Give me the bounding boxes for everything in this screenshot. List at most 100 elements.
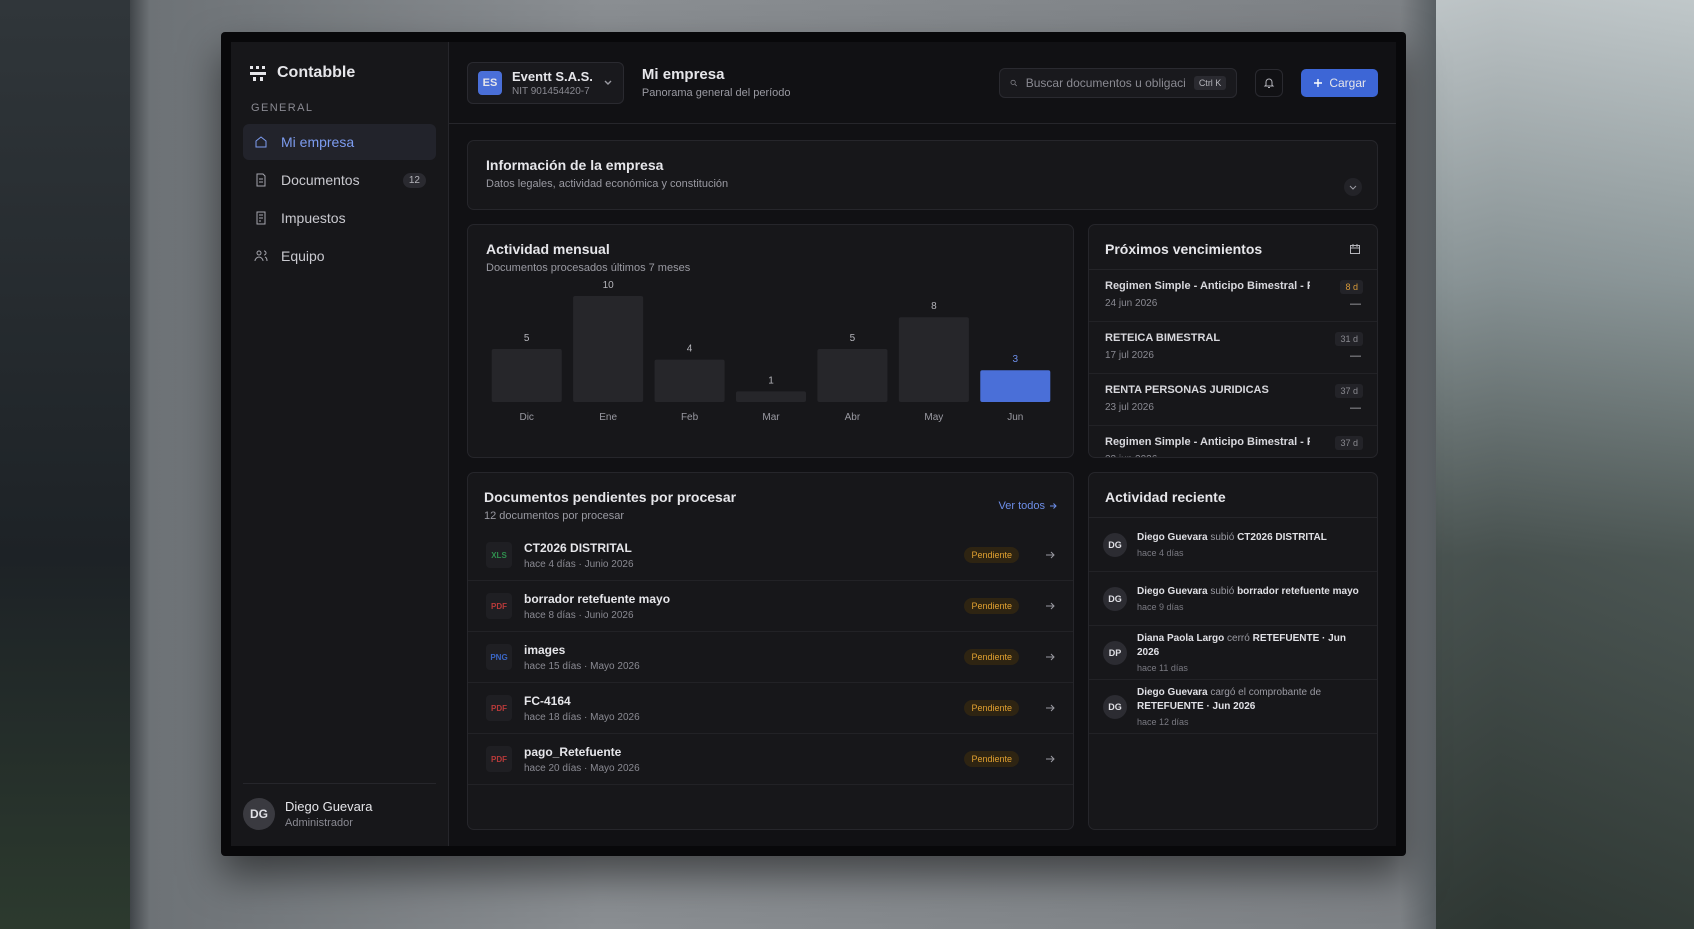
nav-item[interactable]: Documentos 12 — [243, 162, 436, 198]
bar — [491, 349, 562, 402]
sidebar: Contabble GENERAL Mi empresa Documentos 12… — [231, 42, 449, 846]
notifications[interactable] — [1255, 68, 1284, 97]
screen: Contabble GENERAL Mi empresa Documentos 12… — [231, 42, 1396, 846]
search-placeholder: Buscar documentos u obligaci — [1025, 75, 1186, 90]
file-info: borrador retefuente mayo hace 8 días · Ju… — [524, 592, 670, 621]
nav-label: Documentos — [281, 172, 360, 188]
company-switcher[interactable]: ES Eventt S.A.S. NIT 901454420-7 — [467, 61, 624, 104]
activity-verb: cerró — [1227, 633, 1250, 644]
file-name: images — [524, 642, 566, 657]
content: Información de la empresa Datos legales,… — [449, 124, 1396, 846]
arrow-icon — [1046, 602, 1055, 610]
nav-label: Mi empresa — [281, 134, 355, 150]
company-badge: ES — [478, 70, 502, 95]
deadline-days: 8 d — [1340, 280, 1363, 294]
pending-row[interactable]: PDF FC-4164 hace 18 días · Mayo 2026 Pendie… — [468, 683, 1073, 734]
window-right — [1436, 0, 1694, 929]
chevron — [604, 80, 612, 85]
deadline[interactable]: Regimen Simple - Anticipo Bimestral - Pr… — [1089, 270, 1377, 322]
activity-avatar: DP — [1103, 640, 1127, 665]
deadline-days: 31 d — [1335, 332, 1363, 346]
arrow-icon — [1046, 551, 1055, 559]
arrow-path — [1046, 755, 1055, 763]
search[interactable]: Buscar documentos u obligaci Ctrl K — [999, 67, 1238, 98]
nav-icon-path — [256, 211, 266, 225]
bar — [898, 317, 969, 402]
pending-row[interactable]: PNG images hace 15 días · Mayo 2026 Pendien… — [468, 632, 1073, 683]
bar — [735, 391, 807, 402]
activity-actor: Diego Guevara — [1137, 586, 1208, 597]
main: ES Eventt S.A.S. NIT 901454420-7 Mi empr… — [449, 42, 1396, 846]
monitor: Contabble GENERAL Mi empresa Documentos 12… — [221, 32, 1406, 856]
x-tick-label: Mar — [762, 412, 780, 423]
user-info: Diego Guevara Administrador — [285, 799, 372, 829]
file-meta: hace 18 días · Mayo 2026 — [524, 711, 640, 723]
deadline-date: 23 jul 2026 — [1105, 402, 1154, 413]
nav-item[interactable]: Impuestos — [243, 200, 436, 236]
arrow-icon — [1046, 653, 1055, 661]
file-type: PDF — [486, 593, 512, 619]
nav-icon-path — [256, 173, 266, 187]
nav-icon — [256, 211, 266, 225]
value-label: 1 — [768, 375, 774, 386]
user[interactable]: DG Diego Guevara Administrador — [243, 783, 436, 830]
deadline[interactable]: RETEICA BIMESTRAL 17 jul 2026 31 d — — [1089, 322, 1377, 374]
arrow-path — [1046, 602, 1055, 610]
activity-object: RETEFUENTE · Jun 2026 — [1137, 633, 1346, 658]
activity-row: DG Diego Guevara subió borrador retefuent… — [1089, 572, 1377, 626]
arrow-path — [1046, 551, 1055, 559]
nav-icon-path — [254, 250, 268, 262]
upload-label: Cargar — [1329, 75, 1366, 90]
file-type: PDF — [486, 746, 512, 772]
activity-actor: Diego Guevara — [1137, 532, 1208, 543]
upload-button[interactable]: Cargar — [1301, 68, 1378, 97]
activity-info: Diego Guevara subió borrador retefuente … — [1137, 585, 1359, 612]
nav-icon-path — [255, 136, 267, 148]
brand: Contabble — [243, 58, 436, 102]
status-badge: Pendiente — [964, 700, 1019, 716]
deadline-name: RETEICA BIMESTRAL — [1105, 332, 1221, 344]
arrow-icon — [1050, 502, 1057, 509]
activity-time: hace 12 días — [1137, 717, 1189, 727]
deadline-name: Regimen Simple - Anticipo Bimestral - Pr… — [1105, 436, 1310, 448]
card-title: Información de la empresa — [486, 157, 664, 173]
nav-item[interactable]: Mi empresa — [243, 124, 436, 160]
page-subtitle: Panorama general del período — [641, 87, 791, 99]
card-subtitle: Datos legales, actividad económica y con… — [486, 178, 729, 190]
deadline[interactable]: Regimen Simple - Anticipo Bimestral - Pr… — [1089, 426, 1377, 457]
pending-row[interactable]: XLS CT2026 DISTRITAL hace 4 días · Junio 2… — [468, 530, 1073, 581]
deadline-status: — — [1350, 402, 1361, 414]
view-all[interactable]: Ver todos — [999, 500, 1057, 512]
company-info-card[interactable]: Información de la empresa Datos legales,… — [467, 140, 1378, 210]
x-tick-label: May — [924, 412, 943, 423]
value-label: 5 — [524, 333, 530, 344]
status-badge: Pendiente — [964, 598, 1019, 614]
deadlines-card: Próximos vencimientos Regimen Simple - A… — [1088, 224, 1378, 458]
card-title: Documentos pendientes por procesar — [484, 489, 737, 505]
deadline-date: 24 jun 2026 — [1105, 298, 1158, 309]
activity-list: DG Diego Guevara subió CT2026 DISTRITAL ha… — [1089, 518, 1377, 734]
nav-item[interactable]: Equipo — [243, 238, 436, 274]
card-header: Actividad reciente — [1089, 473, 1377, 518]
deadline[interactable]: RENTA PERSONAS JURIDICAS 23 jul 2026 37 d — — [1089, 374, 1377, 426]
pending-row[interactable]: PDF pago_Retefuente hace 20 días · Mayo 20… — [468, 734, 1073, 785]
file-name: borrador retefuente mayo — [524, 591, 671, 606]
file-type: PNG — [486, 644, 512, 670]
activity-avatar: DG — [1103, 586, 1127, 611]
chart-subtitle: Documentos procesados últimos 7 meses — [486, 262, 691, 274]
activity-object: borrador retefuente mayo — [1237, 586, 1359, 597]
status-badge: Pendiente — [964, 751, 1019, 767]
file-meta: hace 4 días · Junio 2026 — [524, 558, 634, 570]
brand-logo — [250, 66, 266, 81]
chart-title: Actividad mensual — [486, 241, 610, 257]
deadline-status: — — [1350, 454, 1361, 457]
activity-object: CT2026 DISTRITAL — [1237, 532, 1327, 543]
company-info: Eventt S.A.S. NIT 901454420-7 — [512, 69, 593, 97]
nav-section: GENERAL — [251, 102, 314, 114]
nav-label: Impuestos — [281, 210, 346, 226]
activity-info: Diana Paola Largo cerró RETEFUENTE · Jun… — [1137, 632, 1363, 673]
file-info: CT2026 DISTRITAL hace 4 días · Junio 2026 — [524, 541, 634, 570]
file-name: FC-4164 — [524, 693, 571, 708]
pending-row[interactable]: PDF borrador retefuente mayo hace 8 días ·… — [468, 581, 1073, 632]
arrow-icon — [1046, 704, 1055, 712]
